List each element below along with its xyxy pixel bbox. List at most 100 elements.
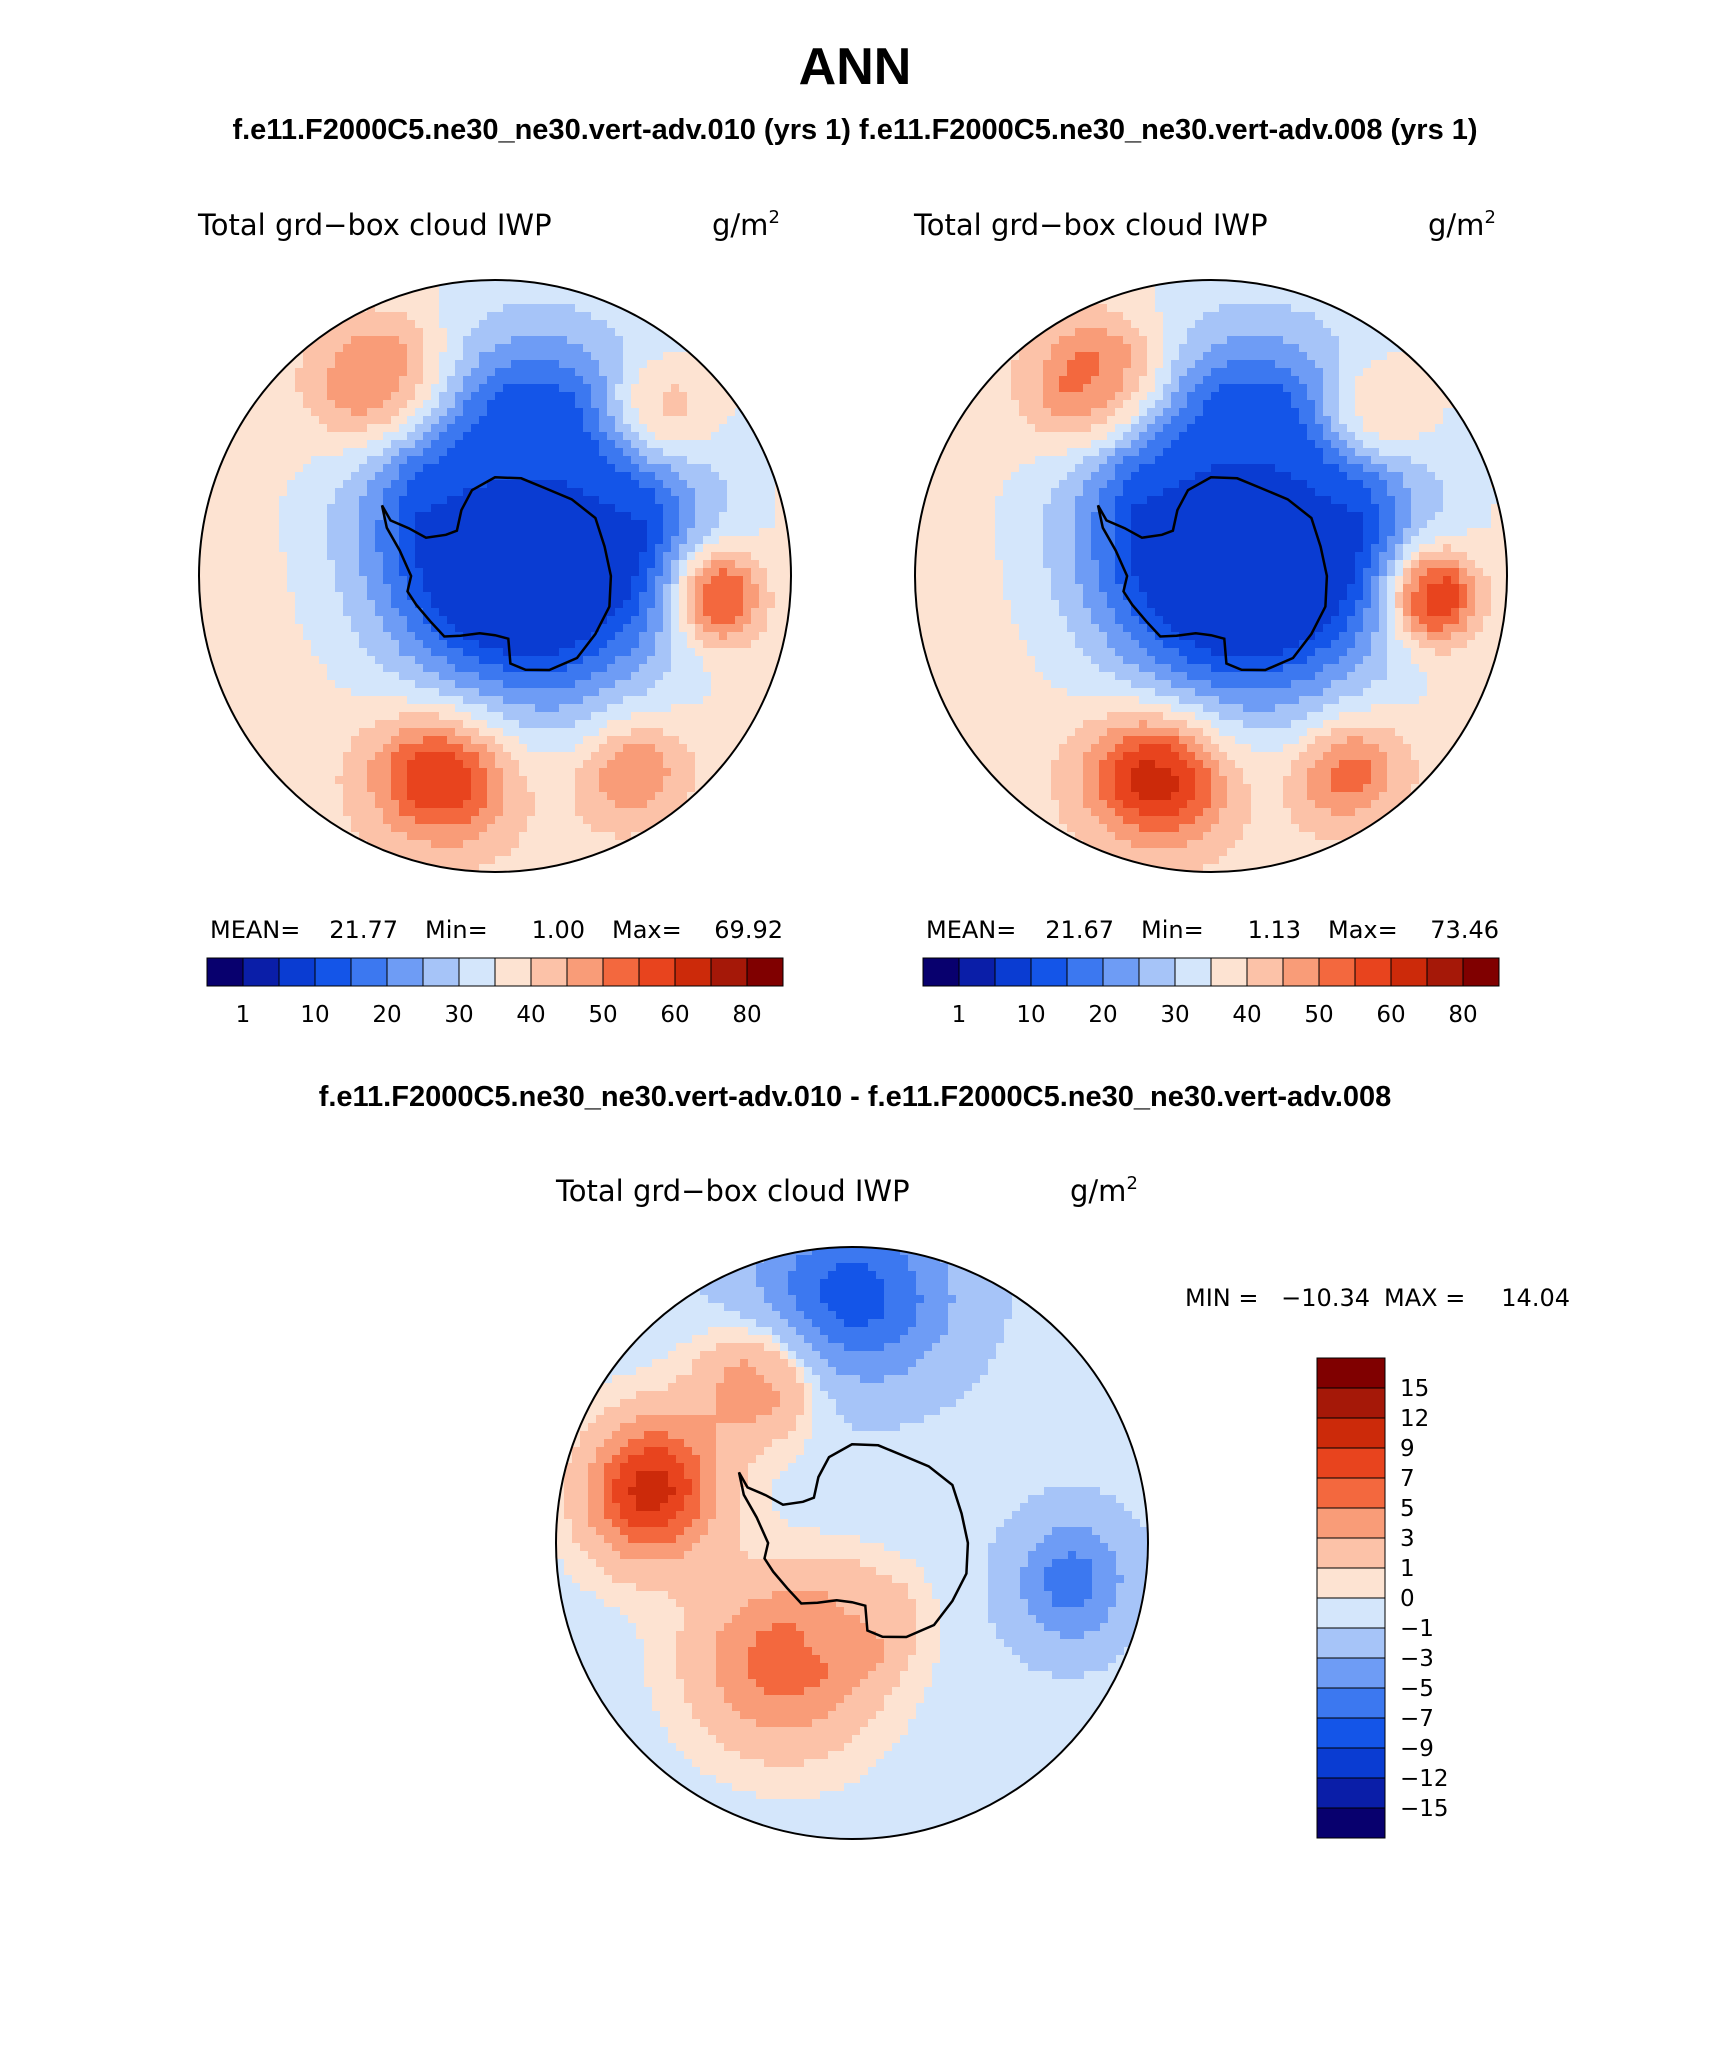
map-cell bbox=[367, 424, 376, 433]
map-cell bbox=[1075, 352, 1084, 361]
map-cell bbox=[783, 536, 791, 545]
map-cell bbox=[407, 736, 416, 745]
map-cell bbox=[647, 488, 656, 497]
map-cell bbox=[1203, 280, 1212, 289]
map-cell bbox=[743, 512, 752, 521]
map-cell bbox=[255, 560, 264, 569]
map-cell bbox=[215, 472, 224, 481]
map-cell bbox=[415, 456, 424, 465]
map-cell bbox=[271, 456, 280, 465]
map-cell bbox=[455, 728, 464, 737]
map-cell bbox=[423, 664, 432, 673]
map-cell bbox=[455, 496, 464, 505]
map-cell bbox=[1283, 288, 1292, 297]
map-cell bbox=[679, 480, 688, 489]
map-cell bbox=[695, 784, 704, 793]
map-cell bbox=[319, 536, 328, 545]
map-cell bbox=[679, 384, 688, 393]
map-cell bbox=[335, 416, 344, 425]
map-cell bbox=[399, 640, 408, 649]
map-cell bbox=[639, 560, 648, 569]
map-cell bbox=[447, 648, 456, 657]
map-cell bbox=[599, 464, 608, 473]
map-cell bbox=[687, 624, 696, 633]
map-cell bbox=[351, 432, 360, 441]
map-cell bbox=[383, 688, 392, 697]
map-cell bbox=[575, 712, 584, 721]
map-cell bbox=[631, 488, 640, 497]
map-cell bbox=[559, 832, 568, 841]
map-cell bbox=[639, 480, 648, 489]
map-cell bbox=[231, 456, 240, 465]
map-cell bbox=[727, 712, 736, 721]
map-cell bbox=[599, 752, 608, 761]
map-cell bbox=[503, 536, 512, 545]
map-cell bbox=[215, 480, 224, 489]
map-cell bbox=[471, 424, 480, 433]
map-cell bbox=[559, 648, 568, 657]
map-cell bbox=[511, 808, 520, 817]
map-cell bbox=[559, 336, 568, 345]
map-cell bbox=[599, 576, 608, 585]
map-cell bbox=[639, 512, 648, 521]
map-cell bbox=[567, 672, 576, 681]
map-cell bbox=[551, 616, 560, 625]
map-cell bbox=[335, 384, 344, 393]
map-cell bbox=[743, 536, 752, 545]
map-cell bbox=[1067, 312, 1076, 321]
map-cell bbox=[239, 608, 248, 617]
map-cell bbox=[231, 432, 240, 441]
map-cell bbox=[239, 672, 248, 681]
map-cell bbox=[343, 696, 352, 705]
map-cell bbox=[287, 680, 296, 689]
map-cell bbox=[519, 320, 528, 329]
map-cell bbox=[247, 472, 256, 481]
map-cell bbox=[663, 440, 672, 449]
map-cell bbox=[703, 544, 712, 553]
map-cell bbox=[207, 616, 216, 625]
map-cell bbox=[271, 392, 280, 401]
map-cell bbox=[687, 512, 696, 521]
map-cell bbox=[407, 800, 416, 809]
map-cell bbox=[607, 376, 616, 385]
map-cell bbox=[519, 520, 528, 529]
map-cell bbox=[719, 432, 728, 441]
map-cell bbox=[391, 816, 400, 825]
map-cell bbox=[1323, 304, 1332, 313]
map-cell bbox=[743, 464, 752, 473]
map-cell bbox=[383, 776, 392, 785]
map-cell bbox=[775, 520, 784, 529]
map-cell bbox=[639, 688, 648, 697]
colorbar-swatch bbox=[206, 957, 244, 987]
map-cell bbox=[455, 376, 464, 385]
map-cell bbox=[655, 672, 664, 681]
map-cell bbox=[351, 792, 360, 801]
map-cell bbox=[695, 680, 704, 689]
map-cell bbox=[727, 608, 736, 617]
map-cell bbox=[455, 392, 464, 401]
map-cell bbox=[615, 744, 624, 753]
map-cell bbox=[711, 440, 720, 449]
map-cell bbox=[383, 416, 392, 425]
map-cell bbox=[591, 616, 600, 625]
map-cell bbox=[471, 376, 480, 385]
map-cell bbox=[631, 616, 640, 625]
map-cell bbox=[607, 728, 616, 737]
map-cell bbox=[319, 376, 328, 385]
map-cell bbox=[775, 528, 784, 537]
map-cell bbox=[463, 312, 472, 321]
map-cell bbox=[735, 688, 744, 697]
map-cell bbox=[1179, 352, 1188, 361]
map-cell bbox=[1219, 336, 1228, 345]
map-cell bbox=[503, 400, 512, 409]
map-cell bbox=[295, 368, 304, 377]
map-cell bbox=[431, 704, 440, 713]
map-cell bbox=[279, 704, 288, 713]
map-cell bbox=[679, 368, 688, 377]
map-cell bbox=[1243, 336, 1252, 345]
map-cell bbox=[391, 368, 400, 377]
map-cell bbox=[687, 792, 696, 801]
map-cell bbox=[423, 456, 432, 465]
map-cell bbox=[687, 680, 696, 689]
map-cell bbox=[527, 864, 536, 872]
